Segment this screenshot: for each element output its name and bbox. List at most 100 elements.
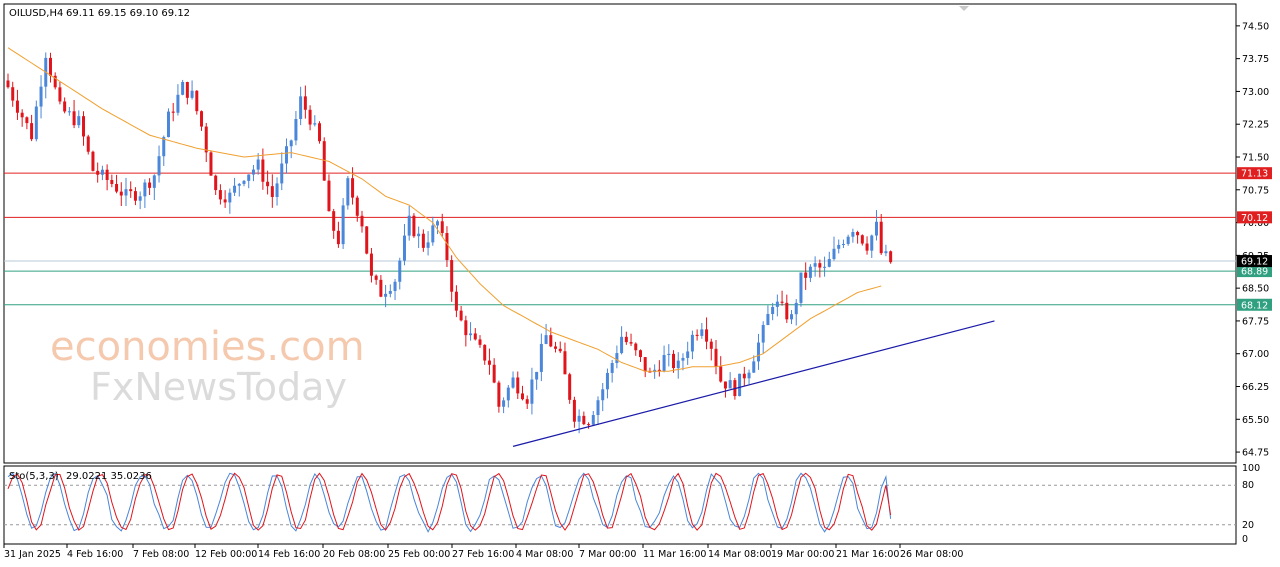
candle-body bbox=[530, 379, 534, 404]
x-tick-label: 11 Mar 16:00 bbox=[643, 549, 706, 560]
candle-body bbox=[454, 291, 458, 311]
x-tick-label: 12 Feb 00:00 bbox=[195, 549, 257, 560]
y-tick-label: 68.50 bbox=[1242, 284, 1269, 295]
candle-body bbox=[464, 320, 468, 336]
stochastic-main-line bbox=[7, 472, 892, 533]
candle-body bbox=[365, 226, 369, 254]
support-tag: 68.12 bbox=[1241, 300, 1268, 311]
candle-body bbox=[67, 111, 71, 113]
candle-body bbox=[185, 81, 189, 98]
candle-body bbox=[176, 94, 180, 113]
candle-body bbox=[251, 169, 255, 175]
candle-body bbox=[346, 178, 350, 206]
candle-body bbox=[129, 189, 133, 192]
candle-body bbox=[247, 174, 251, 181]
candle-body bbox=[752, 361, 756, 373]
candle-body bbox=[138, 196, 142, 201]
candle-body bbox=[436, 221, 440, 226]
candle-body bbox=[223, 199, 227, 203]
candle-body bbox=[280, 163, 284, 184]
candle-body bbox=[351, 178, 355, 198]
candle-body bbox=[771, 306, 775, 315]
candle-body bbox=[440, 221, 444, 233]
trend-line bbox=[512, 320, 995, 447]
candle-body bbox=[634, 343, 638, 351]
candle-body bbox=[256, 159, 260, 170]
support-tag: 68.89 bbox=[1241, 267, 1268, 278]
candle-body bbox=[34, 106, 38, 140]
candle-body bbox=[374, 275, 378, 280]
candle-body bbox=[790, 314, 794, 320]
candle-body bbox=[360, 215, 364, 227]
current-price-tag-bg bbox=[1237, 255, 1272, 268]
candle-body bbox=[492, 364, 496, 383]
candle-body bbox=[629, 342, 633, 344]
support-tag-bg bbox=[1237, 298, 1272, 311]
candle-body bbox=[856, 232, 860, 236]
candle-body bbox=[478, 339, 482, 345]
candle-body bbox=[318, 123, 322, 142]
candle-body bbox=[242, 180, 246, 184]
candle-body bbox=[832, 248, 836, 260]
candle-body bbox=[284, 146, 288, 164]
y-tick-label: 73.75 bbox=[1242, 54, 1269, 65]
y-tick-label: 65.50 bbox=[1242, 415, 1269, 426]
candle-body bbox=[157, 156, 161, 176]
candle-body bbox=[355, 197, 359, 216]
candle-body bbox=[874, 221, 878, 236]
candle-body bbox=[195, 90, 199, 112]
watermark-fxnewstoday: FxNewsToday bbox=[90, 365, 347, 409]
candle-body bbox=[511, 377, 515, 388]
candle-body bbox=[20, 112, 24, 118]
candle-body bbox=[77, 116, 81, 126]
candle-body bbox=[870, 235, 874, 251]
candle-body bbox=[204, 126, 208, 153]
candle-body bbox=[605, 372, 609, 390]
candle-body bbox=[506, 387, 510, 401]
candle-body bbox=[615, 353, 619, 363]
candle-body bbox=[520, 393, 524, 400]
candle-body bbox=[827, 259, 831, 267]
candle-body bbox=[672, 353, 676, 369]
candle-body bbox=[662, 355, 666, 372]
candle-body bbox=[483, 344, 487, 361]
candle-body bbox=[48, 57, 52, 76]
candle-body bbox=[426, 242, 430, 248]
candle-body bbox=[181, 81, 185, 95]
candle-body bbox=[431, 225, 435, 243]
watermark-economies: economies.com bbox=[50, 324, 365, 370]
main-plot-area bbox=[4, 47, 1236, 447]
x-tick-label: 7 Feb 08:00 bbox=[133, 549, 189, 560]
y-tick-label: 74.50 bbox=[1242, 21, 1269, 32]
y-tick-label: 71.50 bbox=[1242, 153, 1269, 164]
candle-body bbox=[152, 175, 156, 188]
candle-body bbox=[544, 335, 548, 344]
candle-body bbox=[549, 335, 553, 347]
candle-body bbox=[39, 86, 43, 107]
candle-body bbox=[676, 360, 680, 369]
stochastic-level-label: 80 bbox=[1242, 480, 1254, 491]
candle-body bbox=[469, 333, 473, 336]
resistance-tag: 70.12 bbox=[1241, 213, 1268, 224]
y-tick-label: 67.00 bbox=[1242, 349, 1269, 360]
main-panel-frame bbox=[3, 3, 1237, 464]
candle-body bbox=[487, 360, 491, 365]
candle-body bbox=[813, 263, 817, 267]
candle-body bbox=[388, 290, 392, 294]
candle-body bbox=[200, 111, 204, 127]
candle-body bbox=[761, 324, 765, 343]
chart-shift-marker[interactable] bbox=[959, 6, 969, 11]
candle-body bbox=[209, 152, 213, 176]
candle-body bbox=[723, 381, 727, 389]
y-tick-label: 70.75 bbox=[1242, 185, 1269, 196]
symbol-label: OILUSD,H4 bbox=[9, 8, 63, 19]
candle-body bbox=[780, 301, 784, 303]
y-tick-label: 72.25 bbox=[1242, 120, 1269, 131]
y-tick-label: 66.25 bbox=[1242, 382, 1269, 393]
candle-body bbox=[96, 170, 100, 175]
candle-body bbox=[577, 415, 581, 422]
x-tick-label: 21 Mar 16:00 bbox=[836, 549, 899, 560]
candle-body bbox=[563, 351, 567, 375]
candle-body bbox=[379, 279, 383, 297]
